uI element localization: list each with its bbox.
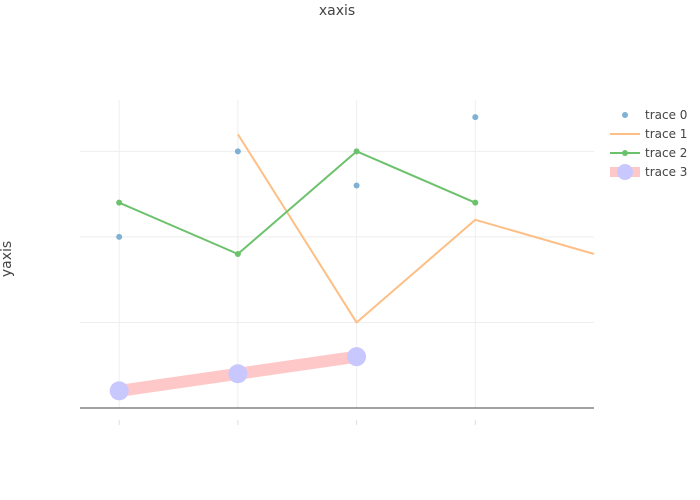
plot-area bbox=[109, 114, 595, 401]
data-point bbox=[347, 347, 367, 367]
data-point bbox=[228, 364, 248, 384]
legend-label: trace 0 bbox=[645, 108, 687, 122]
data-point bbox=[234, 148, 241, 155]
series-trace-0 bbox=[116, 114, 479, 240]
legend[interactable]: trace 0 trace 1 trace 2 trace 3 bbox=[610, 108, 687, 180]
legend-item-trace-1[interactable]: trace 1 bbox=[610, 127, 687, 141]
legend-marker-swatch bbox=[622, 112, 628, 118]
grid bbox=[80, 100, 594, 425]
data-point bbox=[472, 199, 479, 206]
legend-item-trace-3[interactable]: trace 3 bbox=[610, 164, 687, 180]
legend-label: trace 2 bbox=[645, 146, 687, 160]
data-point bbox=[109, 381, 129, 401]
legend-marker-swatch bbox=[622, 150, 628, 156]
data-point bbox=[116, 199, 123, 206]
data-point bbox=[234, 251, 241, 257]
series-line bbox=[118, 150, 476, 255]
data-point bbox=[353, 148, 360, 155]
legend-label: trace 3 bbox=[645, 165, 687, 179]
legend-item-trace-2[interactable]: trace 2 bbox=[610, 146, 687, 160]
series-trace-2 bbox=[116, 148, 479, 257]
x-axis-title: xaxis bbox=[319, 3, 355, 19]
series-trace-3 bbox=[109, 347, 367, 401]
legend-marker-swatch bbox=[617, 164, 633, 180]
legend-label: trace 1 bbox=[645, 127, 687, 141]
series-line bbox=[237, 133, 595, 324]
data-point bbox=[472, 114, 479, 121]
y-axis-title: yaxis bbox=[0, 241, 15, 277]
data-point bbox=[116, 233, 123, 240]
data-point bbox=[353, 182, 360, 189]
legend-item-trace-0[interactable]: trace 0 bbox=[622, 108, 687, 122]
series-trace-1 bbox=[237, 133, 595, 324]
